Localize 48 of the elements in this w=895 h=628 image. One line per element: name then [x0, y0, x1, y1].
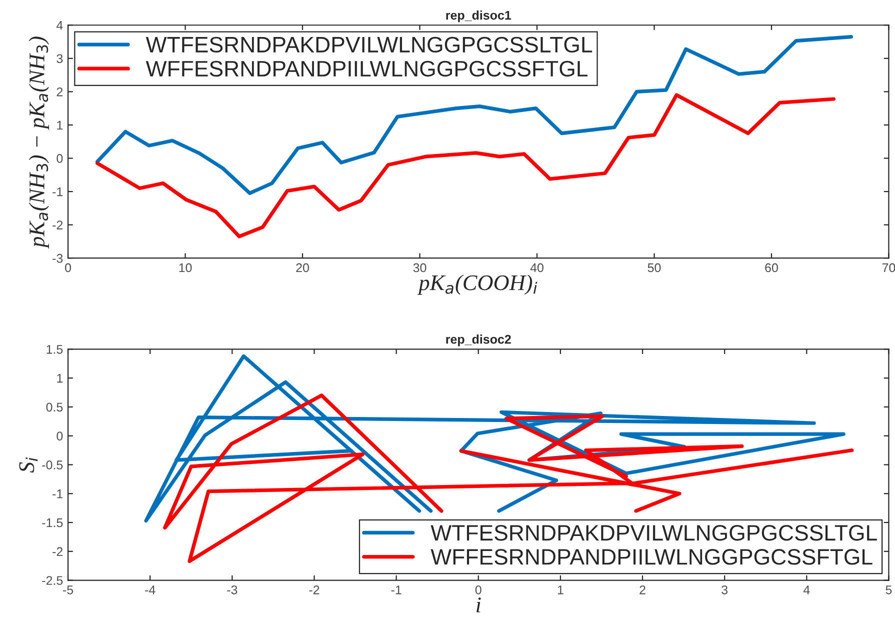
y-tick-label: -2.5: [42, 576, 63, 585]
y-tick-label: 0.5: [46, 402, 63, 412]
y-tick-label: 4: [56, 21, 63, 30]
x-tick-label: 1: [558, 586, 564, 594]
y-tick-label: -2: [52, 547, 63, 556]
y-tick-label: 1: [57, 374, 63, 383]
y-tick-label: 0: [56, 432, 63, 440]
x-tick-label: 40: [530, 263, 544, 272]
x-tick-label: 50: [648, 263, 661, 272]
line-series: [96, 93, 836, 238]
legend-label: WTFESRNDPAKDPVILWLNGGPGCSSLTGL: [146, 36, 592, 53]
y-tick-label: 3: [56, 54, 63, 64]
x-tick-label: 10: [179, 263, 192, 272]
y-tick-label: 1: [57, 120, 63, 130]
y-axis-title: S$_{i}$: [19, 457, 38, 473]
x-tick-label: -5: [63, 586, 74, 594]
y-tick-label: -3: [52, 254, 63, 263]
text: pK$_{a}$(NH$_{3}$) − pK$_{a}$(NH$_{3}$): [28, 36, 49, 249]
x-tick-label: 20: [296, 263, 309, 272]
y-tick-label: 0: [56, 154, 63, 163]
x-tick-label: 2: [640, 585, 646, 594]
legend-label: WFFESRNDPANDPIILWLNGGPGCSSFTGL: [146, 60, 588, 77]
x-tick-label: 60: [765, 263, 778, 272]
x-tick-label: 70: [882, 263, 895, 272]
x-tick-label: 0: [65, 263, 72, 272]
legend-label: WFFESRNDPANDPIILWLNGGPGCSSFTGL: [430, 549, 872, 565]
line-series: [96, 34, 854, 196]
x-tick-label: 0: [475, 585, 482, 594]
y-tick-label: -0.5: [42, 460, 63, 470]
y-tick-label: 1.5: [46, 345, 63, 354]
x-tick-label: -4: [145, 586, 156, 594]
x-tick-label: 3: [722, 585, 728, 594]
x-axis-title: i: [476, 597, 481, 612]
chart-title: rep_disoc2: [446, 334, 511, 346]
x-tick-label: 5: [886, 586, 892, 594]
y-tick-label: -2: [52, 220, 63, 230]
y-tick-label: -1: [52, 490, 63, 498]
x-tick-label: 30: [413, 263, 426, 272]
x-tick-label: -3: [227, 585, 238, 594]
x-tick-label: -2: [309, 585, 320, 594]
x-tick-label: -1: [391, 586, 402, 594]
y-tick-label: 2: [56, 87, 63, 96]
y-tick-label: -1: [52, 187, 63, 196]
y-tick-label: -1.5: [42, 518, 63, 528]
x-tick-label: 4: [803, 586, 810, 594]
legend-label: WTFESRNDPAKDPVILWLNGGPGCSSLTGL: [430, 524, 877, 541]
x-axis-title: pK$_{a}$(COOH)$_{i}$: [417, 274, 538, 295]
chart-title: rep_disoc1: [446, 10, 512, 22]
